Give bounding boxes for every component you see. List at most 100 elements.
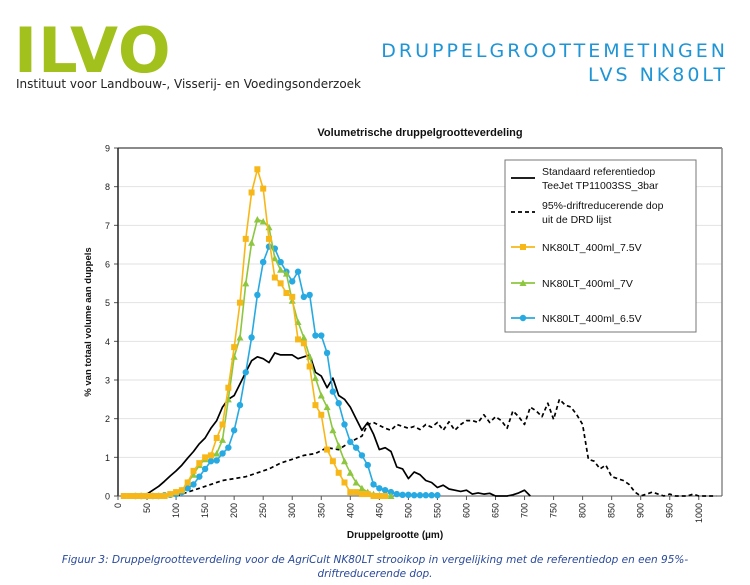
y-tick-label: 8	[105, 182, 110, 192]
data-point	[178, 487, 185, 494]
data-point	[347, 489, 354, 496]
series-standaard-referentiedop-teejet-tp11003ss-3bar	[140, 352, 531, 497]
data-point	[155, 493, 162, 499]
data-point	[190, 481, 197, 488]
y-tick-label: 1	[105, 453, 110, 463]
data-point	[219, 450, 226, 457]
data-point	[207, 452, 214, 459]
data-point	[318, 332, 325, 339]
data-point	[416, 492, 424, 499]
x-tick-label: 500	[403, 503, 413, 518]
x-tick-label: 450	[374, 503, 384, 518]
x-tick-label: 700	[520, 503, 530, 518]
data-point	[434, 492, 441, 499]
caption-line-2: driftreducerende dop.	[317, 568, 433, 580]
data-point	[335, 400, 342, 407]
data-point	[120, 493, 127, 499]
data-point	[300, 333, 308, 341]
axes: 0 1 2 3 4 5 6 7 8 9 0 50 100 150 200 250 300 350 400 450 500…	[105, 144, 723, 523]
data-point	[271, 274, 278, 281]
data-point	[358, 491, 365, 498]
data-point	[202, 454, 209, 461]
data-point	[277, 266, 285, 273]
data-point	[248, 239, 256, 246]
legend-label: 95%-driftreducerende dop	[542, 200, 664, 212]
series-line	[123, 168, 386, 497]
data-point	[248, 189, 255, 196]
x-tick-label: 0	[113, 503, 123, 508]
x-tick-label: 750	[549, 503, 559, 518]
data-point	[236, 401, 244, 409]
data-point	[364, 461, 371, 469]
series-layer	[120, 166, 717, 500]
data-point	[184, 485, 191, 492]
data-point	[207, 458, 215, 465]
x-tick-label: 550	[432, 503, 442, 518]
chart-title: Volumetrische druppelgrootteverdeling	[317, 127, 522, 139]
data-point	[196, 473, 203, 480]
legend-box	[504, 159, 697, 333]
data-point	[242, 279, 250, 287]
data-point	[323, 349, 331, 357]
data-point	[306, 363, 313, 370]
data-point	[295, 336, 302, 343]
y-tick-label: 5	[105, 298, 110, 308]
report-title-line2: LVS NK80LT	[587, 64, 728, 86]
data-point	[219, 421, 226, 428]
x-tick-label: 850	[607, 503, 617, 518]
legend-marker	[519, 314, 527, 322]
data-point	[422, 492, 430, 499]
data-point	[393, 490, 400, 498]
data-point	[312, 332, 319, 339]
data-point	[318, 411, 325, 418]
series-nk80lt-400ml-7v	[131, 216, 395, 499]
y-tick-label: 0	[105, 492, 110, 502]
data-point	[132, 493, 139, 499]
caption-line-1: Figuur 3: Druppelgrootteverdeling voor d…	[61, 554, 689, 566]
data-point	[289, 293, 296, 300]
series-nk80lt-400ml-7-5v	[120, 166, 389, 499]
data-point	[329, 388, 337, 395]
legend-marker	[519, 279, 527, 286]
legend-item: 95%-driftreducerende dop uit de DRD lijst	[511, 200, 664, 226]
data-point	[196, 460, 203, 467]
legend-item: NK80LT_400ml_6.5V	[511, 313, 642, 325]
data-point	[323, 403, 331, 411]
x-tick-label: 900	[636, 503, 646, 518]
data-point	[329, 426, 337, 434]
data-point	[259, 217, 267, 225]
data-point	[341, 457, 348, 465]
x-tick-label: 400	[345, 503, 355, 518]
y-tick-label: 2	[105, 414, 110, 424]
x-tick-label: 150	[200, 503, 210, 518]
data-point	[213, 457, 220, 464]
x-tick-label: 100	[171, 503, 181, 518]
legend-label: NK80LT_400ml_6.5V	[542, 313, 642, 325]
data-point	[353, 489, 360, 496]
legend-label: NK80LT_400ml_7.5V	[542, 242, 642, 254]
data-point	[376, 493, 383, 499]
data-point	[364, 491, 371, 498]
data-point	[248, 334, 255, 341]
data-point	[225, 444, 232, 451]
data-point	[184, 479, 191, 486]
series-line	[140, 352, 531, 497]
data-point	[324, 446, 331, 453]
data-point	[376, 485, 383, 492]
data-point	[335, 469, 342, 476]
data-point	[294, 268, 302, 275]
x-tick-label: 950	[665, 503, 675, 518]
data-point	[387, 492, 395, 499]
data-point	[346, 469, 354, 476]
legend-label: NK80LT_400ml_7V	[542, 278, 633, 290]
data-point	[352, 478, 360, 486]
data-point	[213, 449, 221, 457]
data-point	[254, 291, 261, 299]
x-tick-label: 200	[229, 503, 239, 518]
data-point	[201, 465, 209, 473]
x-tick-label: 350	[316, 503, 326, 518]
data-point	[266, 235, 272, 242]
data-point	[347, 438, 354, 446]
data-point	[149, 493, 156, 499]
data-point	[358, 484, 366, 492]
